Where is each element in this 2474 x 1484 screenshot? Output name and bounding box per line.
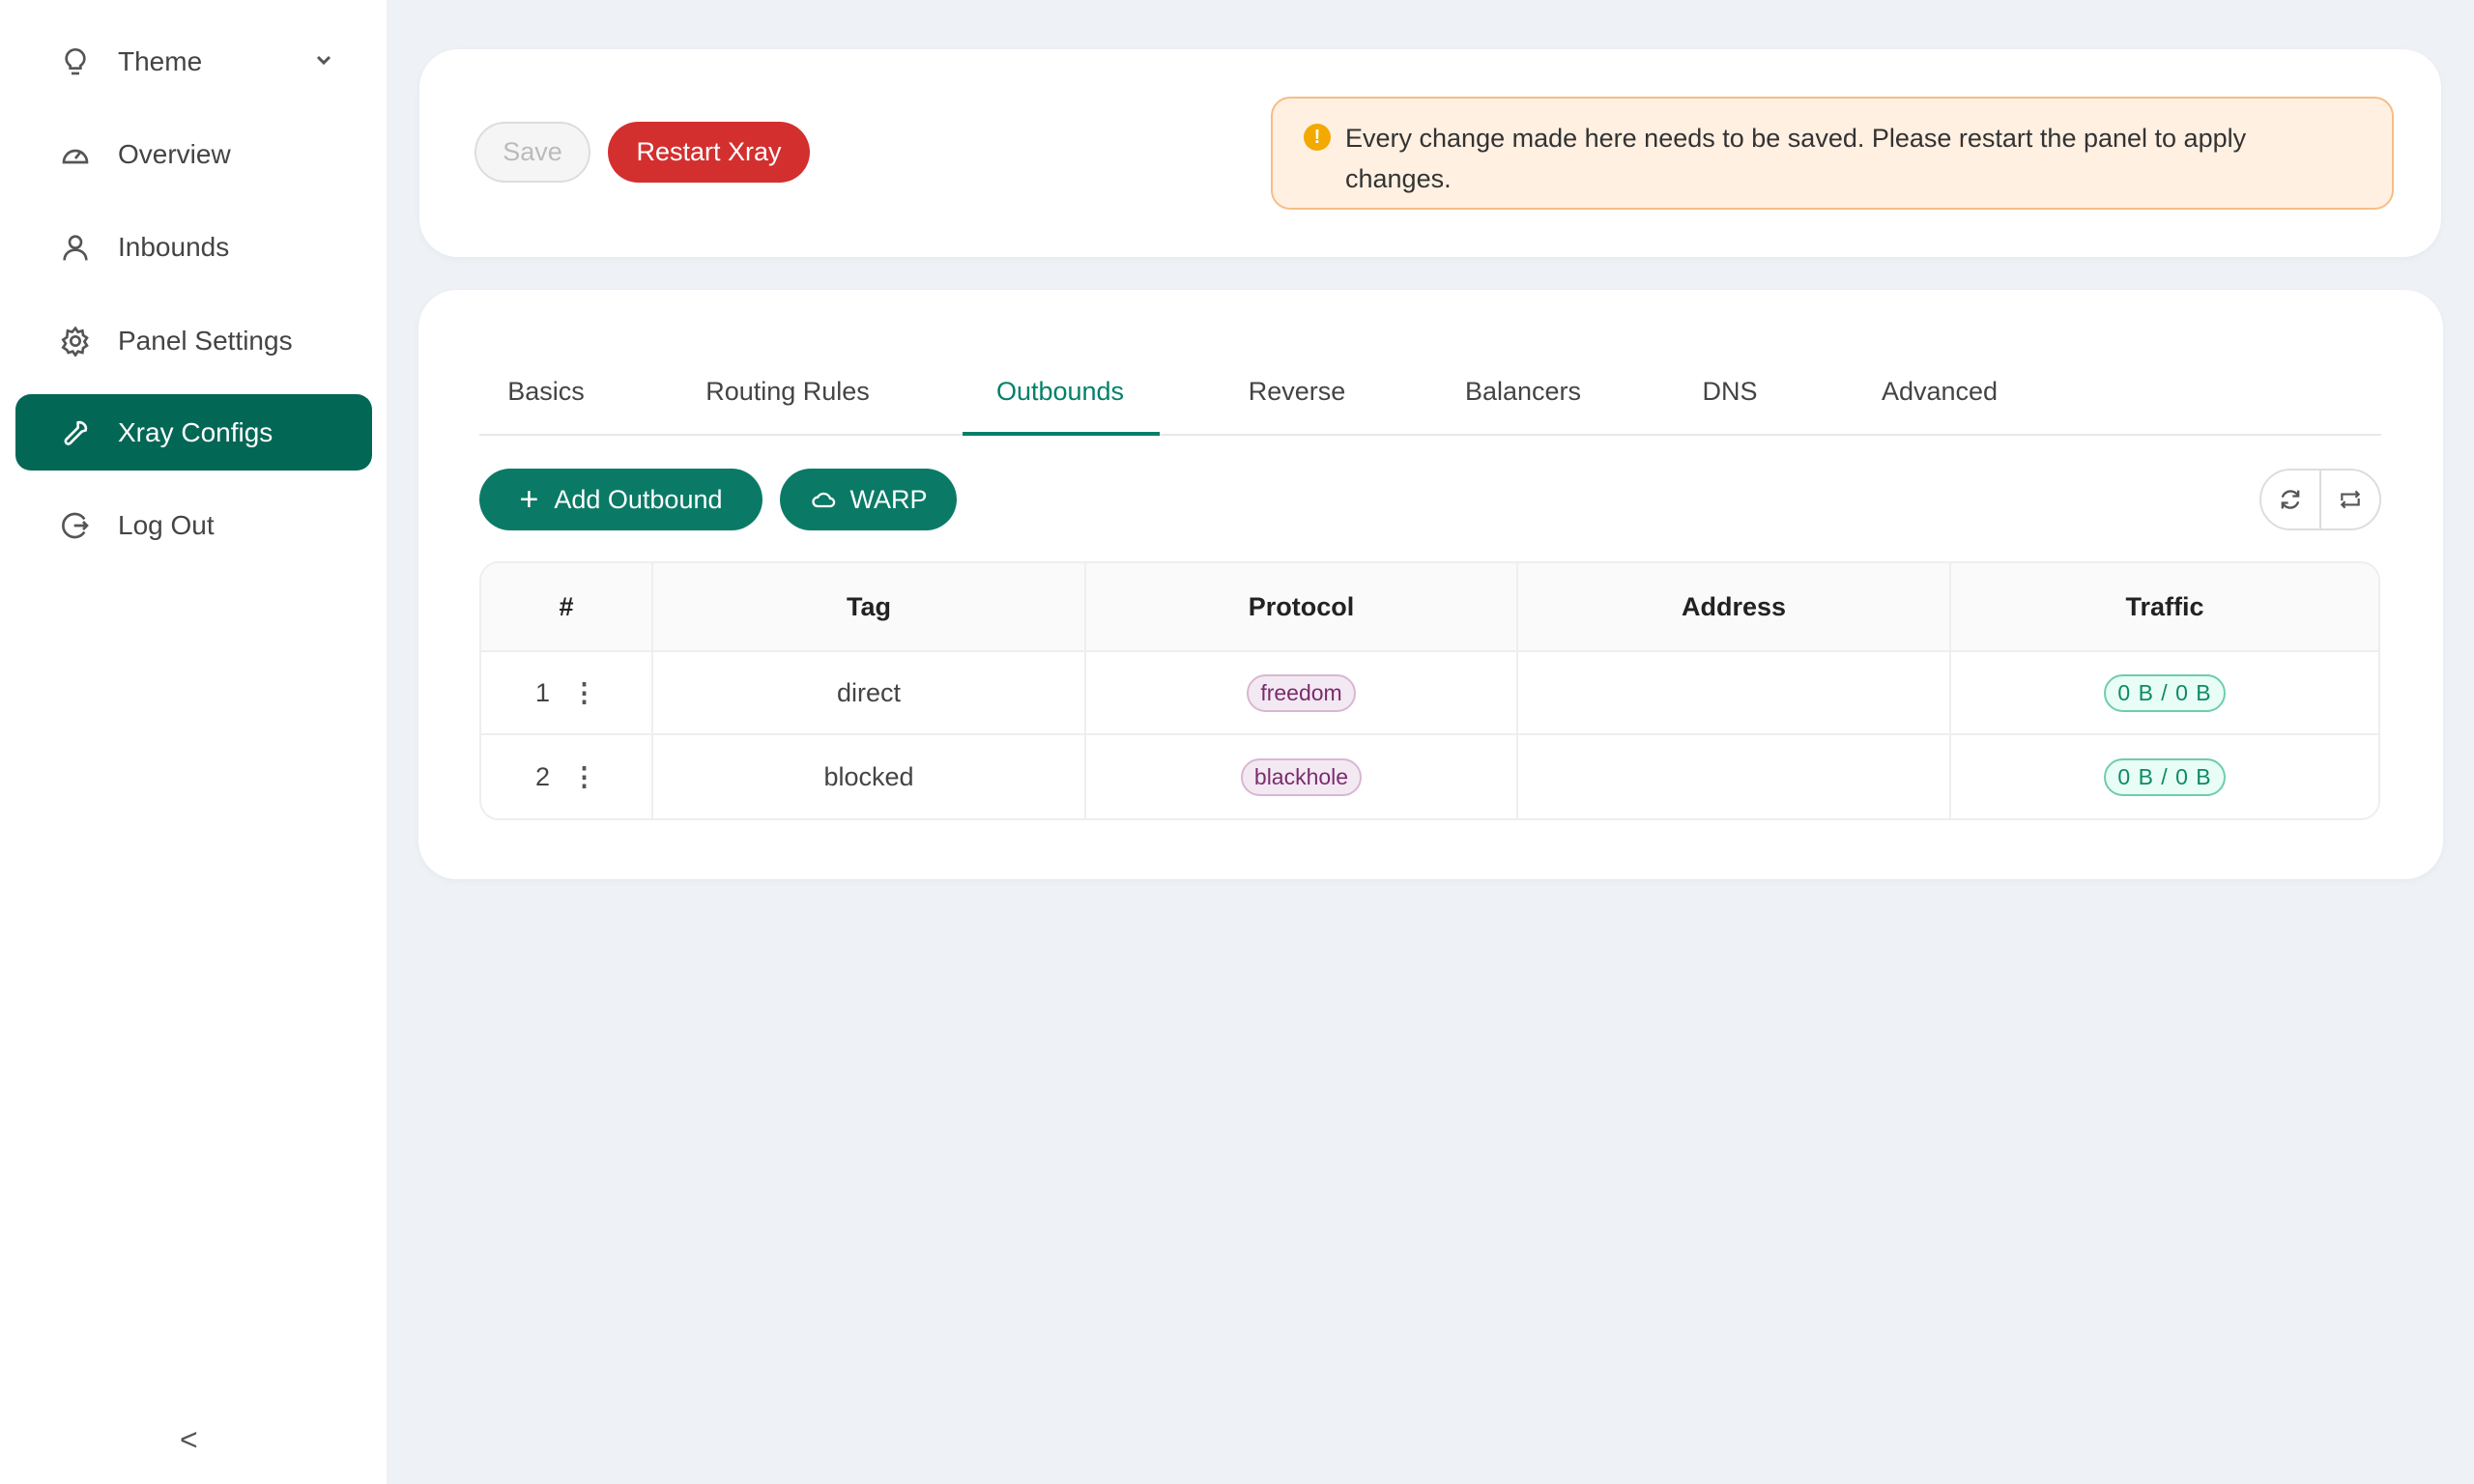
sidebar-item-overview[interactable]: Overview	[15, 116, 372, 192]
tab-balancers[interactable]: Balancers	[1464, 377, 1582, 406]
tag-cell: blocked	[653, 735, 1086, 818]
cloud-icon	[811, 492, 835, 508]
row-number: 1	[534, 677, 551, 707]
chevron-down-icon[interactable]	[312, 48, 335, 71]
address-cell	[1518, 735, 1951, 818]
tab-advanced[interactable]: Advanced	[1881, 377, 1999, 406]
table-row: 2 ⋮ blocked blackhole 0 B / 0 B	[481, 735, 2378, 818]
alert-text: Every change made here needs to be saved…	[1345, 124, 2247, 193]
collapse-sidebar-button[interactable]: <	[180, 1422, 198, 1457]
protocol-badge: freedom	[1247, 673, 1356, 712]
column-header-protocol: Protocol	[1086, 563, 1518, 652]
swap-icon	[2340, 490, 2361, 509]
more-actions-icon[interactable]: ⋮	[571, 761, 598, 791]
more-actions-icon[interactable]: ⋮	[571, 677, 598, 707]
warning-icon: !	[1304, 124, 1331, 151]
sidebar-item-label: Inbounds	[118, 231, 230, 262]
sidebar-item-label: Xray Configs	[118, 416, 273, 447]
gear-icon	[61, 325, 89, 357]
sidebar-item-panel-settings[interactable]: Panel Settings	[15, 302, 372, 379]
traffic-badge: 0 B / 0 B	[2104, 757, 2226, 796]
sidebar-item-label: Theme	[118, 45, 203, 76]
user-icon	[63, 234, 88, 260]
tab-dns[interactable]: DNS	[1702, 377, 1758, 406]
column-header-traffic: Traffic	[1951, 563, 2378, 652]
sidebar-item-theme[interactable]: Theme	[15, 23, 372, 100]
sidebar-item-log-out[interactable]: Log Out	[15, 487, 372, 563]
table-row: 1 ⋮ direct freedom 0 B / 0 B	[481, 652, 2378, 735]
wrench-icon	[64, 420, 88, 445]
tab-outbounds[interactable]: Outbounds	[995, 377, 1125, 406]
address-cell	[1518, 652, 1951, 735]
sidebar-item-xray-configs[interactable]: Xray Configs	[15, 394, 372, 471]
warp-button[interactable]: WARP	[780, 469, 957, 530]
tag-cell: direct	[653, 652, 1086, 735]
sidebar-item-label: Log Out	[118, 509, 215, 540]
refresh-icon	[2281, 490, 2300, 509]
column-header-address: Address	[1518, 563, 1951, 652]
save-button[interactable]: Save	[475, 122, 590, 183]
sidebar-item-label: Panel Settings	[118, 325, 293, 356]
active-tab-indicator	[963, 432, 1160, 436]
sidebar: Theme Overview Inbounds Panel Settings X…	[0, 0, 387, 1484]
traffic-badge: 0 B / 0 B	[2104, 673, 2226, 712]
sidebar-item-label: Overview	[118, 138, 231, 169]
reset-traffic-button[interactable]	[2321, 471, 2379, 528]
save-warning-alert: ! Every change made here needs to be sav…	[1271, 97, 2394, 210]
tab-routing-rules[interactable]: Routing Rules	[705, 377, 870, 406]
outbounds-table: # Tag Protocol Address Traffic 1 ⋮ direct…	[479, 561, 2380, 820]
bulb-icon	[65, 47, 86, 74]
sidebar-item-inbounds[interactable]: Inbounds	[15, 209, 372, 285]
tabs-divider	[479, 434, 2381, 436]
plus-icon: +	[519, 480, 539, 518]
add-outbound-button[interactable]: + Add Outbound	[479, 469, 762, 530]
column-header-tag: Tag	[653, 563, 1086, 652]
refresh-button[interactable]	[2261, 471, 2321, 528]
logout-icon	[62, 512, 89, 538]
protocol-badge: blackhole	[1240, 757, 1363, 796]
row-number: 2	[534, 761, 551, 791]
restart-xray-button[interactable]: Restart Xray	[608, 122, 810, 183]
dashboard-icon	[62, 149, 89, 163]
column-header-number: #	[481, 563, 653, 652]
tab-reverse[interactable]: Reverse	[1248, 377, 1346, 406]
tab-basics[interactable]: Basics	[507, 377, 585, 406]
table-actions-group	[2259, 469, 2381, 530]
